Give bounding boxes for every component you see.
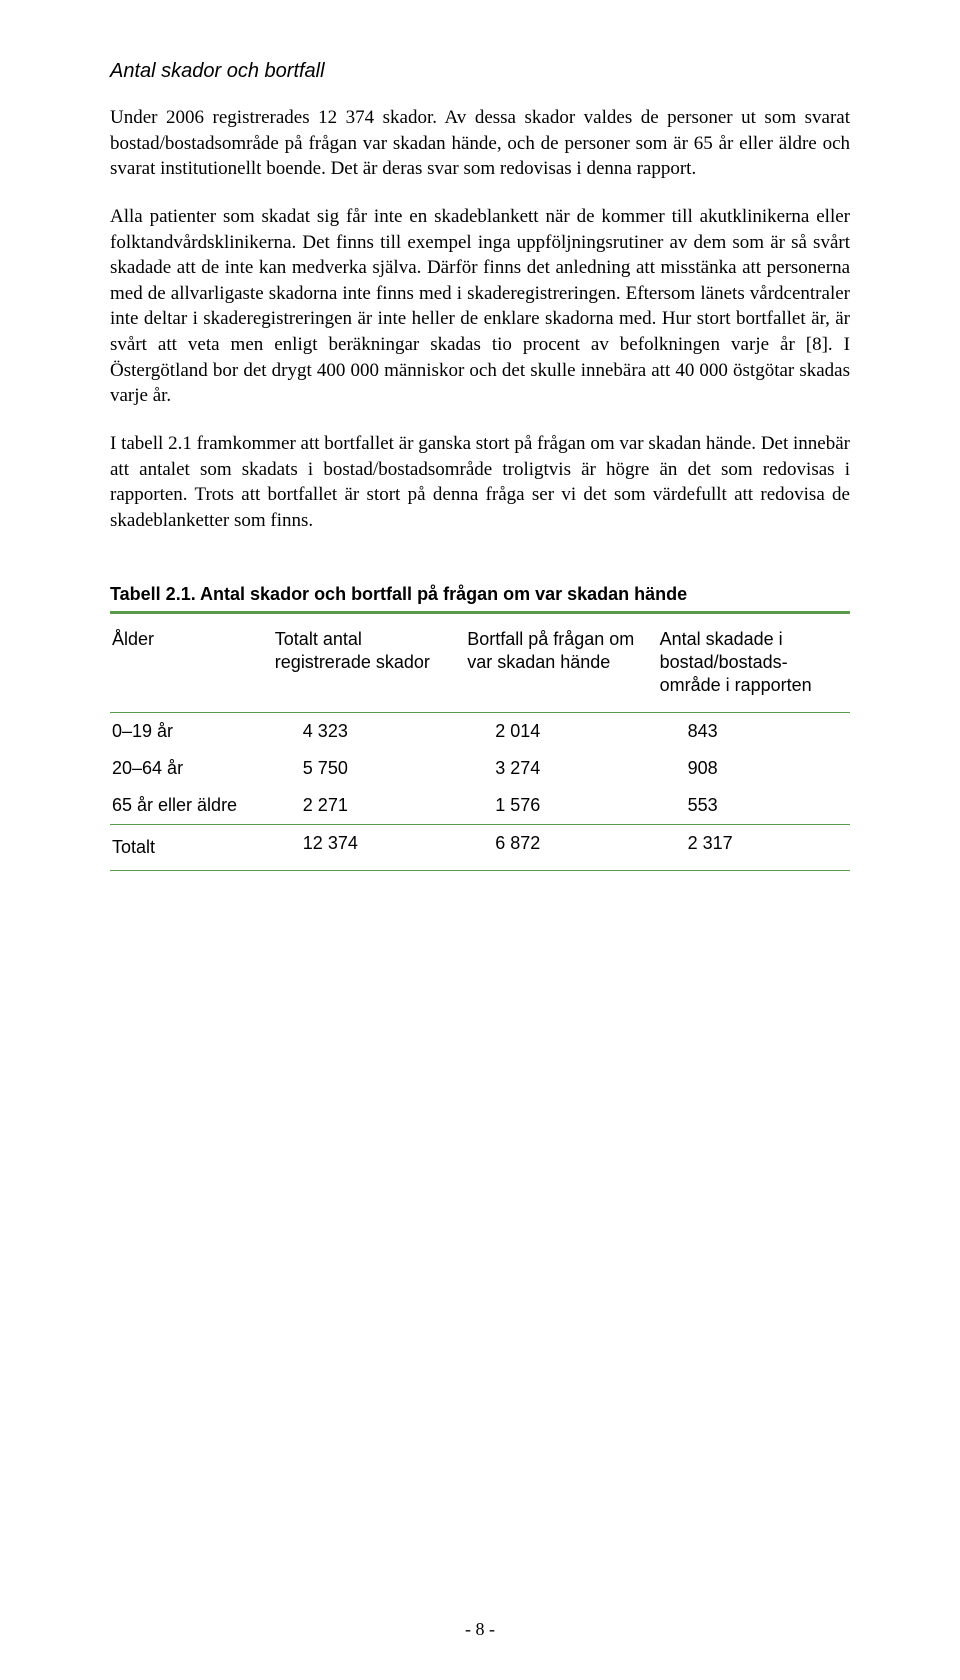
page-number: - 8 - bbox=[0, 1619, 960, 1640]
cell-age: 20–64 år bbox=[110, 750, 273, 787]
data-table-total: Totalt 12 374 6 872 2 317 bbox=[110, 825, 850, 870]
cell-age: 65 år eller äldre bbox=[110, 787, 273, 824]
data-table: Ålder Totalt antal registrerade skador B… bbox=[110, 614, 850, 712]
cell-antal: 553 bbox=[658, 787, 850, 824]
table-title: Tabell 2.1. Antal skador och bortfall på… bbox=[110, 584, 850, 605]
col-header-age: Ålder bbox=[110, 614, 273, 712]
table-row: 20–64 år 5 750 3 274 908 bbox=[110, 750, 850, 787]
col-header-antal: Antal skadade i bostad/bostads-område i … bbox=[658, 614, 850, 712]
cell-total: 4 323 bbox=[273, 713, 465, 750]
cell-bortfall: 3 274 bbox=[465, 750, 657, 787]
table-bottom-rule bbox=[110, 870, 850, 871]
cell-total: 2 271 bbox=[273, 787, 465, 824]
cell-total-bortfall: 6 872 bbox=[465, 825, 657, 870]
table-row: 65 år eller äldre 2 271 1 576 553 bbox=[110, 787, 850, 824]
section-heading: Antal skador och bortfall bbox=[110, 60, 850, 83]
cell-bortfall: 1 576 bbox=[465, 787, 657, 824]
paragraph-3: I tabell 2.1 framkommer att bortfallet ä… bbox=[110, 431, 850, 534]
table-total-row: Totalt 12 374 6 872 2 317 bbox=[110, 825, 850, 870]
cell-total-total: 12 374 bbox=[273, 825, 465, 870]
col-header-bortfall: Bortfall på frågan om var skadan hände bbox=[465, 614, 657, 712]
cell-total-antal: 2 317 bbox=[658, 825, 850, 870]
cell-antal: 908 bbox=[658, 750, 850, 787]
cell-total-label: Totalt bbox=[110, 825, 273, 870]
cell-total: 5 750 bbox=[273, 750, 465, 787]
cell-bortfall: 2 014 bbox=[465, 713, 657, 750]
table-row: 0–19 år 4 323 2 014 843 bbox=[110, 713, 850, 750]
cell-age: 0–19 år bbox=[110, 713, 273, 750]
cell-antal: 843 bbox=[658, 713, 850, 750]
table-header-row: Ålder Totalt antal registrerade skador B… bbox=[110, 614, 850, 712]
paragraph-2: Alla patienter som skadat sig får inte e… bbox=[110, 204, 850, 409]
data-table-body: 0–19 år 4 323 2 014 843 20–64 år 5 750 3… bbox=[110, 713, 850, 824]
col-header-total: Totalt antal registrerade skador bbox=[273, 614, 465, 712]
paragraph-1: Under 2006 registrerades 12 374 skador. … bbox=[110, 105, 850, 182]
